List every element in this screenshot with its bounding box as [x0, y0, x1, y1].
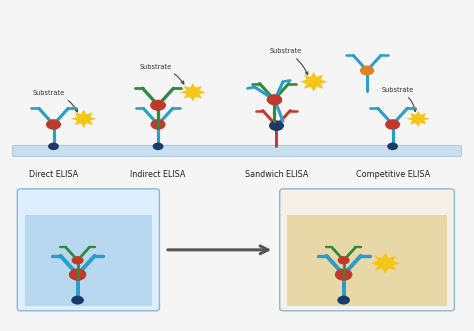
Circle shape: [267, 95, 283, 105]
Text: Substrate: Substrate: [33, 90, 77, 112]
Circle shape: [267, 94, 282, 105]
Circle shape: [151, 119, 165, 130]
Circle shape: [337, 256, 350, 264]
Polygon shape: [71, 110, 97, 128]
Circle shape: [150, 100, 166, 111]
Polygon shape: [371, 253, 401, 274]
Polygon shape: [300, 72, 328, 91]
Circle shape: [71, 296, 84, 305]
Text: Substrate: Substrate: [339, 231, 379, 254]
FancyBboxPatch shape: [280, 189, 455, 311]
Circle shape: [269, 121, 283, 131]
Bar: [25, 215, 152, 306]
Circle shape: [48, 143, 59, 150]
Circle shape: [385, 119, 400, 130]
Polygon shape: [180, 83, 206, 101]
Circle shape: [360, 66, 374, 75]
Text: Direct ELISA: Direct ELISA: [29, 170, 78, 179]
Circle shape: [153, 143, 164, 150]
Circle shape: [335, 268, 353, 281]
Circle shape: [269, 120, 284, 131]
Circle shape: [387, 143, 398, 150]
Text: Competitive ELISA: Competitive ELISA: [356, 170, 429, 179]
FancyBboxPatch shape: [17, 189, 159, 311]
Text: Substrate: Substrate: [270, 48, 308, 75]
FancyBboxPatch shape: [13, 145, 461, 157]
Text: Substrate: Substrate: [381, 87, 416, 112]
Text: Indirect ELISA: Indirect ELISA: [130, 170, 186, 179]
Text: Sandwich ELISA: Sandwich ELISA: [245, 170, 308, 179]
Circle shape: [69, 268, 86, 281]
Circle shape: [337, 296, 350, 305]
Bar: [287, 215, 447, 306]
Polygon shape: [407, 111, 430, 127]
Circle shape: [72, 256, 83, 264]
Text: Substrate: Substrate: [139, 64, 184, 84]
Circle shape: [46, 119, 61, 130]
